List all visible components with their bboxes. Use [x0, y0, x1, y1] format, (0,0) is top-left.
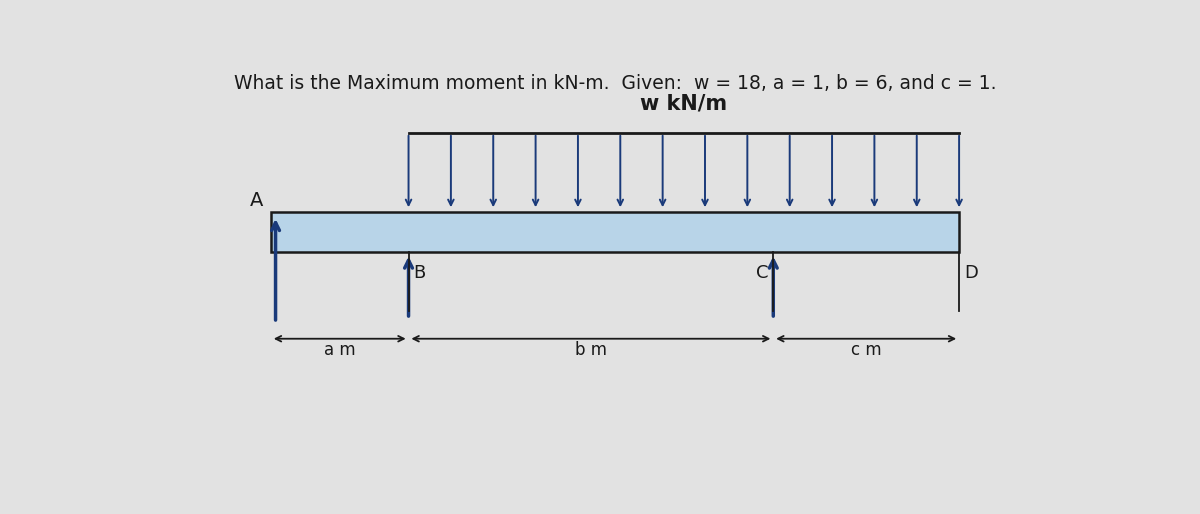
Text: A: A: [250, 191, 264, 210]
Text: a m: a m: [324, 341, 355, 359]
Text: b m: b m: [575, 341, 607, 359]
Text: What is the Maximum moment in kN-m.  Given:  w = 18, a = 1, b = 6, and c = 1.: What is the Maximum moment in kN-m. Give…: [234, 74, 996, 93]
Text: C: C: [756, 264, 769, 282]
Text: c m: c m: [851, 341, 882, 359]
Text: D: D: [964, 264, 978, 282]
Text: B: B: [413, 264, 426, 282]
Bar: [271, 212, 959, 252]
Text: w kN/m: w kN/m: [641, 93, 727, 113]
